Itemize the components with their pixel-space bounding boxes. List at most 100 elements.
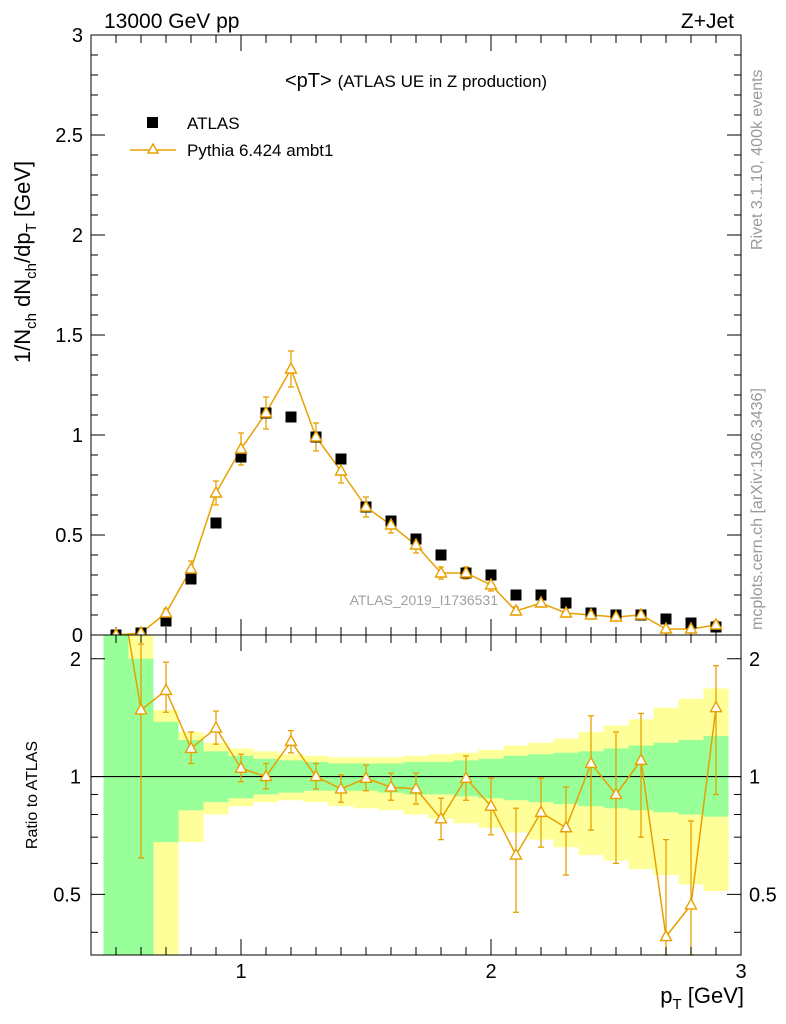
pythia-point [209, 485, 223, 498]
ylabel-sub-3: T [23, 223, 40, 232]
ratio-xtick-label: 1 [235, 961, 246, 983]
ratio-xtick-label: 3 [735, 961, 746, 983]
main-ytick-label: 1 [72, 425, 83, 447]
ylabel-part-3: /dp [10, 232, 35, 263]
atlas-point [485, 569, 497, 581]
legend-pythia-marker [146, 142, 160, 154]
main-ytick-label: 0 [72, 625, 83, 647]
legend-atlas-marker [147, 117, 158, 128]
ratio-ytick-label-right: 2 [749, 649, 760, 671]
main-ytick-label: 0.5 [55, 525, 83, 547]
ylabel-part-1: 1/N [10, 329, 35, 363]
main-title: <pT> (ATLAS UE in Z production) [285, 70, 547, 92]
pythia-point [534, 595, 548, 608]
pythia-point [584, 607, 598, 620]
legend: ATLAS Pythia 6.424 ambt1 [130, 114, 333, 160]
ratio-point [409, 781, 423, 794]
pythia-point [484, 577, 498, 590]
x-axis-label: pT [GeV] [660, 983, 744, 1013]
ratio-point [459, 770, 473, 783]
atlas-point [435, 549, 447, 561]
main-ytick-label: 2 [72, 225, 83, 247]
ratio-ytick-label: 0.5 [53, 884, 81, 906]
ratio-panel: 0.5 0.5 1 1 2 2 1 2 3 Ratio to ATLAS pT [GeV] [24, 634, 777, 1013]
pythia-point [609, 609, 623, 622]
analysis-watermark: ATLAS_2019_I1736531 [350, 592, 499, 608]
ratio-point [359, 770, 373, 783]
ratio-band-inner [653, 742, 679, 813]
ratio-band-inner [678, 740, 704, 815]
pythia-point [159, 605, 173, 618]
pythia-point [634, 607, 648, 620]
atlas-point [335, 453, 347, 465]
ratio-y-axis: 0.5 0.5 1 1 2 2 [53, 649, 777, 933]
main-title-text: <pT> [285, 70, 332, 92]
ratio-ytick-label: 2 [70, 649, 81, 671]
main-panel: 0 0.5 1 1.5 2 2.5 3 <pT> (ATLAS UE in Z product… [10, 25, 742, 647]
ratio-band-inner [153, 721, 179, 843]
ratio-point [534, 804, 548, 818]
pythia-point [234, 441, 248, 454]
xlabel-sub: T [672, 996, 681, 1013]
atlas-point [210, 517, 222, 529]
ratio-point [684, 897, 698, 910]
ratio-point [309, 769, 323, 782]
ratio-x-axis: 1 2 3 [115, 635, 747, 983]
ratio-point [584, 756, 598, 769]
ylabel-part-2: dN [10, 279, 35, 313]
pythia-point [559, 605, 573, 618]
pythia-point [334, 463, 348, 476]
main-ytick-label: 3 [72, 25, 83, 47]
pythia-point [309, 429, 323, 442]
pythia-point [259, 405, 273, 418]
ratio-point [334, 781, 348, 794]
ratio-ytick-label: 1 [70, 767, 81, 789]
legend-pythia-label: Pythia 6.424 ambt1 [187, 141, 333, 160]
pythia-point [409, 537, 423, 550]
main-ytick-label: 1.5 [55, 325, 83, 347]
ratio-point [509, 847, 523, 860]
pythia-point [284, 361, 298, 374]
ratio-point [559, 820, 573, 833]
atlas-point [660, 613, 672, 625]
ratio-point [484, 798, 498, 811]
ratio-point [159, 682, 173, 696]
main-ytick-label: 2.5 [55, 125, 83, 147]
ratio-band-inner [503, 755, 529, 801]
ratio-y-axis-label: Ratio to ATLAS [24, 741, 41, 849]
pythia-point [709, 617, 723, 630]
xlabel-unit: [GeV] [682, 983, 744, 1008]
ylabel-sub-1: ch [23, 313, 40, 329]
ratio-band-inner [428, 761, 454, 795]
ratio-point [134, 702, 148, 715]
ratio-uncertainty-bands [103, 635, 729, 955]
mcplots-side-label: mcplots.cern.ch [arXiv:1306.3436] [749, 388, 766, 630]
main-data-layer [109, 350, 723, 641]
pythia-point [459, 565, 473, 578]
ratio-ytick-label-right: 0.5 [749, 884, 777, 906]
ratio-point [659, 929, 673, 942]
atlas-point [560, 597, 572, 609]
ratio-point [609, 787, 623, 800]
pythia-point [384, 517, 398, 530]
ratio-point [384, 779, 398, 792]
pythia-point [659, 621, 673, 634]
ratio-band-inner [103, 635, 129, 955]
main-y-axis-label: 1/Nch dNch/dpT [GeV] [10, 161, 40, 363]
ylabel-unit: [GeV] [10, 161, 35, 223]
ratio-ytick-label-right: 1 [749, 767, 760, 789]
xlabel-main: p [660, 983, 672, 1008]
ratio-point [709, 700, 723, 713]
atlas-point [285, 411, 297, 423]
rivet-side-label: Rivet 3.1.10, 400k events [749, 69, 766, 250]
atlas-point [160, 615, 172, 627]
ratio-point [434, 811, 448, 824]
main-subtitle-text: (ATLAS UE in Z production) [338, 72, 547, 91]
atlas-point [535, 589, 547, 601]
ratio-point [259, 769, 273, 782]
ylabel-sub-2: ch [23, 263, 40, 279]
pythia-point [509, 603, 523, 616]
atlas-point [235, 451, 247, 463]
ratio-xtick-label: 2 [485, 961, 496, 983]
